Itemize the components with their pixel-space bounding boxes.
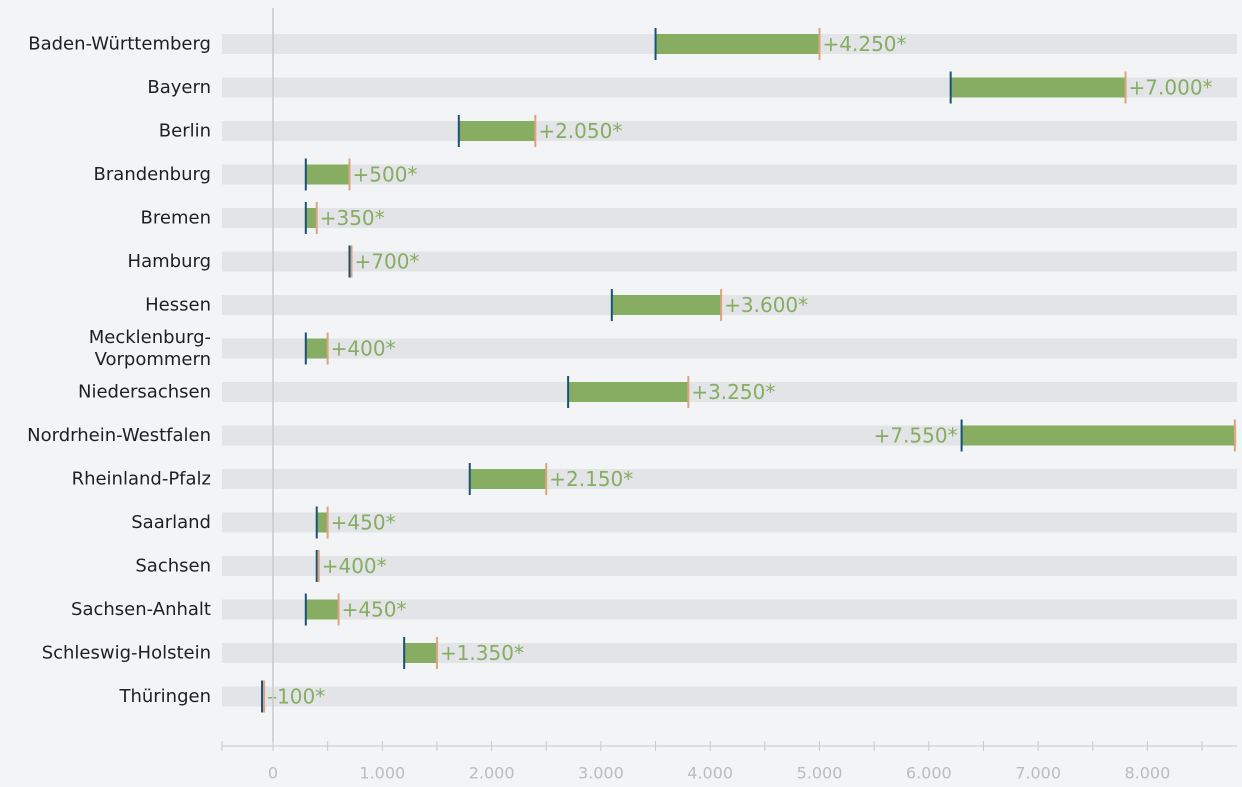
- range-bar: [305, 338, 328, 359]
- range-bar: [950, 77, 1126, 98]
- value-label: +2.150*: [549, 467, 633, 491]
- x-tick-label: 5.000: [797, 764, 843, 783]
- category-label: Niedersachsen: [78, 382, 211, 403]
- range-bar: [305, 164, 350, 185]
- category-label: Mecklenburg-: [89, 327, 211, 348]
- background-track: [222, 599, 1237, 620]
- value-label: +450*: [342, 598, 407, 622]
- background-track: [222, 556, 1237, 576]
- x-tick-label: 3.000: [578, 764, 624, 783]
- background-track: [222, 251, 1237, 272]
- background-track: [222, 382, 1237, 402]
- range-bar: [568, 382, 689, 402]
- category-label: Brandenburg: [94, 164, 211, 185]
- value-label: +2.050*: [538, 119, 622, 143]
- value-label: +1.350*: [440, 641, 524, 665]
- value-label: +4.250*: [823, 32, 907, 56]
- x-tick-label: 0: [268, 764, 278, 783]
- x-tick-label: 7.000: [1015, 764, 1061, 783]
- value-label: +400*: [331, 337, 396, 361]
- background-track: [222, 686, 1237, 707]
- range-bar: [404, 643, 437, 663]
- background-track: [222, 338, 1237, 359]
- background-track: [222, 469, 1237, 489]
- x-tick-label: 1.000: [359, 764, 405, 783]
- category-label: Sachsen: [135, 556, 211, 577]
- range-bar: [305, 208, 317, 228]
- x-tick-label: 8.000: [1124, 764, 1170, 783]
- value-label: +400*: [322, 554, 387, 578]
- range-bar: [305, 599, 339, 620]
- category-label: Hessen: [145, 295, 211, 316]
- range-bar: [961, 425, 1235, 446]
- range-bar: [316, 512, 328, 533]
- x-tick-label: 2.000: [469, 764, 515, 783]
- background-track: [222, 121, 1237, 141]
- background-track: [222, 164, 1237, 185]
- value-label: +3.250*: [691, 380, 775, 404]
- background-track: [222, 512, 1237, 533]
- range-bar: [458, 121, 536, 141]
- x-tick-label: 4.000: [687, 764, 733, 783]
- category-label: Vorpommern: [95, 349, 211, 370]
- background-track: [222, 295, 1237, 315]
- background-track: [222, 208, 1237, 228]
- category-label: Sachsen-Anhalt: [71, 599, 211, 620]
- category-label: Nordrhein-Westfalen: [27, 425, 211, 446]
- category-label: Bremen: [141, 208, 211, 229]
- value-label: +450*: [331, 511, 396, 535]
- category-label: Baden-Württemberg: [28, 34, 211, 55]
- category-label: Hamburg: [128, 251, 211, 272]
- value-label: +350*: [320, 206, 385, 230]
- category-label: Rheinland-Pfalz: [72, 469, 211, 490]
- category-label: Saarland: [131, 512, 211, 533]
- category-label: Bayern: [147, 77, 211, 98]
- category-label: Thüringen: [118, 686, 211, 707]
- background-track: [222, 643, 1237, 663]
- value-label: +700*: [355, 250, 420, 274]
- range-bar: [469, 469, 547, 489]
- value-label: +7.550*: [874, 424, 958, 448]
- category-label: Berlin: [159, 121, 211, 142]
- range-bar: [655, 34, 820, 54]
- value-label: +7.000*: [1129, 76, 1213, 100]
- x-tick-label: 6.000: [906, 764, 952, 783]
- value-label: –100*: [267, 685, 325, 709]
- value-label: +500*: [353, 163, 418, 187]
- range-bar: [611, 295, 722, 315]
- value-label: +3.600*: [724, 293, 808, 317]
- category-label: Schleswig-Holstein: [42, 643, 211, 664]
